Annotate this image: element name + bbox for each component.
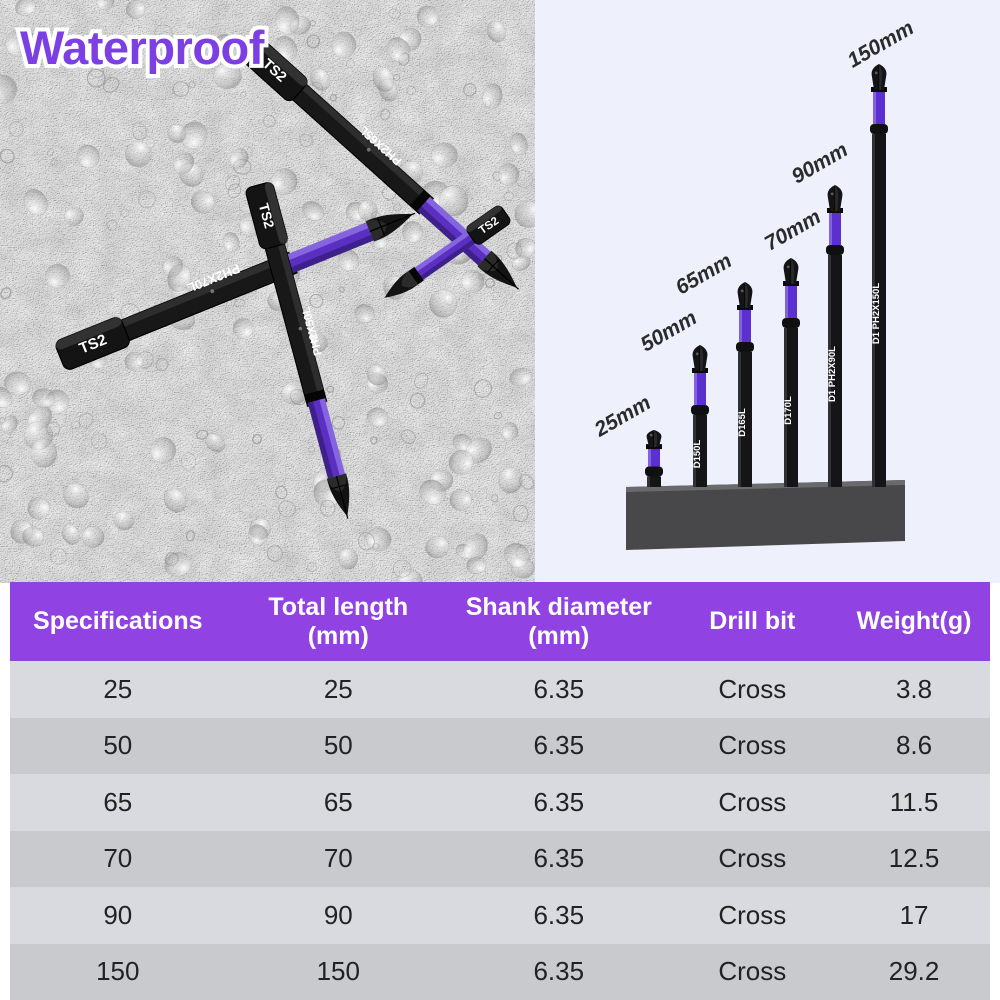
svg-text:50mm: 50mm — [637, 306, 701, 356]
svg-text:D165L: D165L — [737, 408, 748, 437]
svg-text:D150L: D150L — [692, 440, 703, 469]
svg-text:D170L: D170L — [783, 396, 794, 425]
svg-text:D1 PH2X90L: D1 PH2X90L — [827, 346, 838, 402]
svg-text:65mm: 65mm — [672, 249, 736, 299]
svg-text:D1 PH2X150L: D1 PH2X150L — [871, 283, 882, 344]
svg-text:150mm: 150mm — [844, 16, 918, 72]
svg-text:25mm: 25mm — [590, 391, 655, 442]
svg-text:70mm: 70mm — [761, 205, 825, 255]
svg-text:90mm: 90mm — [788, 138, 852, 188]
